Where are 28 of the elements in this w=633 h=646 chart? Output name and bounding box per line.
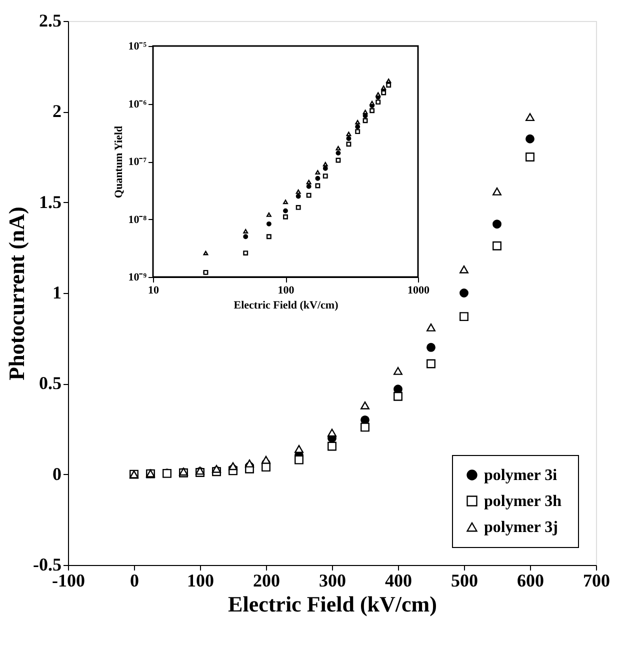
x-tick-label: 500 xyxy=(451,570,478,590)
x-tick-label: 300 xyxy=(319,570,346,590)
y-tick-label: 1 xyxy=(52,282,62,302)
y-tick-label: 10⁻⁸ xyxy=(128,214,148,226)
legend-label: polymer 3i xyxy=(484,467,558,484)
y-tick-label: 0.5 xyxy=(39,373,62,394)
y-axis-title: Quantum Yield xyxy=(113,126,126,198)
y-tick-label: 10⁻⁹ xyxy=(128,272,148,284)
x-tick-label: 1000 xyxy=(408,284,430,296)
x-tick-label: 10 xyxy=(148,284,160,296)
y-tick-label: 10⁻⁵ xyxy=(128,40,148,52)
x-tick-label: 700 xyxy=(583,570,610,590)
y-tick-label: 0 xyxy=(52,464,62,484)
x-tick-label: 600 xyxy=(517,570,544,590)
y-axis-title: Photocurrent (nA) xyxy=(4,206,30,380)
y-tick-label: 2.5 xyxy=(39,10,62,30)
x-tick-label: 400 xyxy=(385,570,412,590)
x-axis-title: Electric Field (kV/cm) xyxy=(234,300,339,312)
x-tick-label: 100 xyxy=(278,284,295,296)
x-tick-label: 100 xyxy=(187,570,214,590)
legend-label: polymer 3j xyxy=(484,519,558,536)
y-tick-label: 2 xyxy=(52,101,62,122)
legend-label: polymer 3h xyxy=(484,493,562,510)
x-axis-title: Electric Field (kV/cm) xyxy=(228,592,437,616)
x-tick-label: 200 xyxy=(253,570,280,590)
y-tick-label: 10⁻⁶ xyxy=(128,98,148,110)
y-tick-label: 10⁻⁷ xyxy=(128,156,148,168)
y-tick-label: 1.5 xyxy=(39,192,62,212)
